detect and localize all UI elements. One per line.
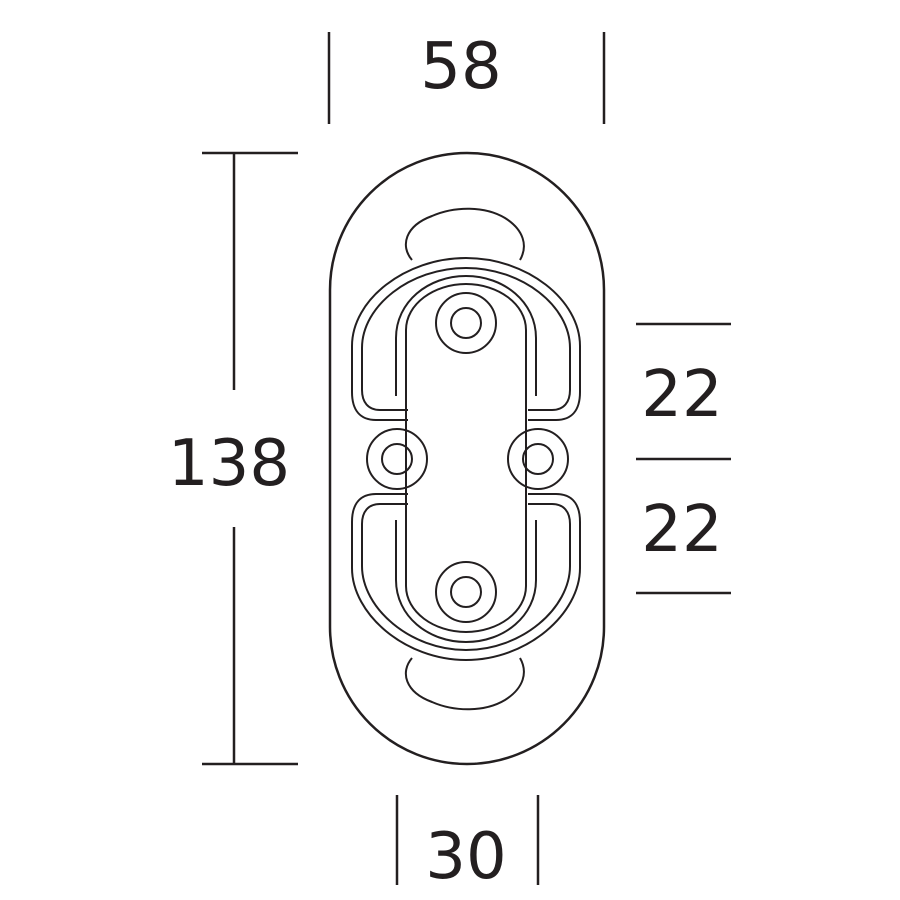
lower-channel-inner xyxy=(361,503,571,652)
top-hole-outer-icon xyxy=(435,292,497,354)
lower-channel-inner-wall xyxy=(395,520,537,644)
bottom-screw-hole xyxy=(435,561,497,623)
dimension-label-upper-spacing: 22 xyxy=(641,358,722,432)
top-hole-inner-icon xyxy=(450,307,482,339)
bottom-hole-outer-icon xyxy=(435,561,497,623)
right-hole-outer-icon xyxy=(507,428,569,490)
dimension-spacing: 22 22 xyxy=(636,322,731,595)
center-slot-outline xyxy=(405,282,527,634)
right-hole-inner-icon xyxy=(522,443,554,475)
outer-plate-outline xyxy=(328,151,606,766)
lower-channel-outer xyxy=(351,493,581,662)
dimension-label-height: 138 xyxy=(168,427,290,501)
dimension-label-lower-spacing: 22 xyxy=(641,493,722,567)
top-tab-outline xyxy=(404,207,525,261)
dimension-label-bottom-width: 30 xyxy=(425,820,506,894)
bracket-part xyxy=(328,151,606,766)
right-screw-hole xyxy=(507,428,569,490)
left-hole-outer-icon xyxy=(366,428,428,490)
bottom-tab-outline xyxy=(404,657,525,711)
bottom-hole-inner-icon xyxy=(450,576,482,608)
dimension-top-width: 58 xyxy=(327,30,606,124)
dimension-label-top-width: 58 xyxy=(420,30,501,104)
upper-channel-outer xyxy=(351,256,581,421)
upper-channel-inner-wall xyxy=(395,274,537,396)
left-hole-inner-icon xyxy=(381,443,413,475)
upper-channel-inner xyxy=(361,266,571,411)
dimension-bottom-width: 30 xyxy=(395,795,540,894)
left-screw-hole xyxy=(366,428,428,490)
dimension-height: 138 xyxy=(168,151,298,766)
top-screw-hole xyxy=(435,292,497,354)
